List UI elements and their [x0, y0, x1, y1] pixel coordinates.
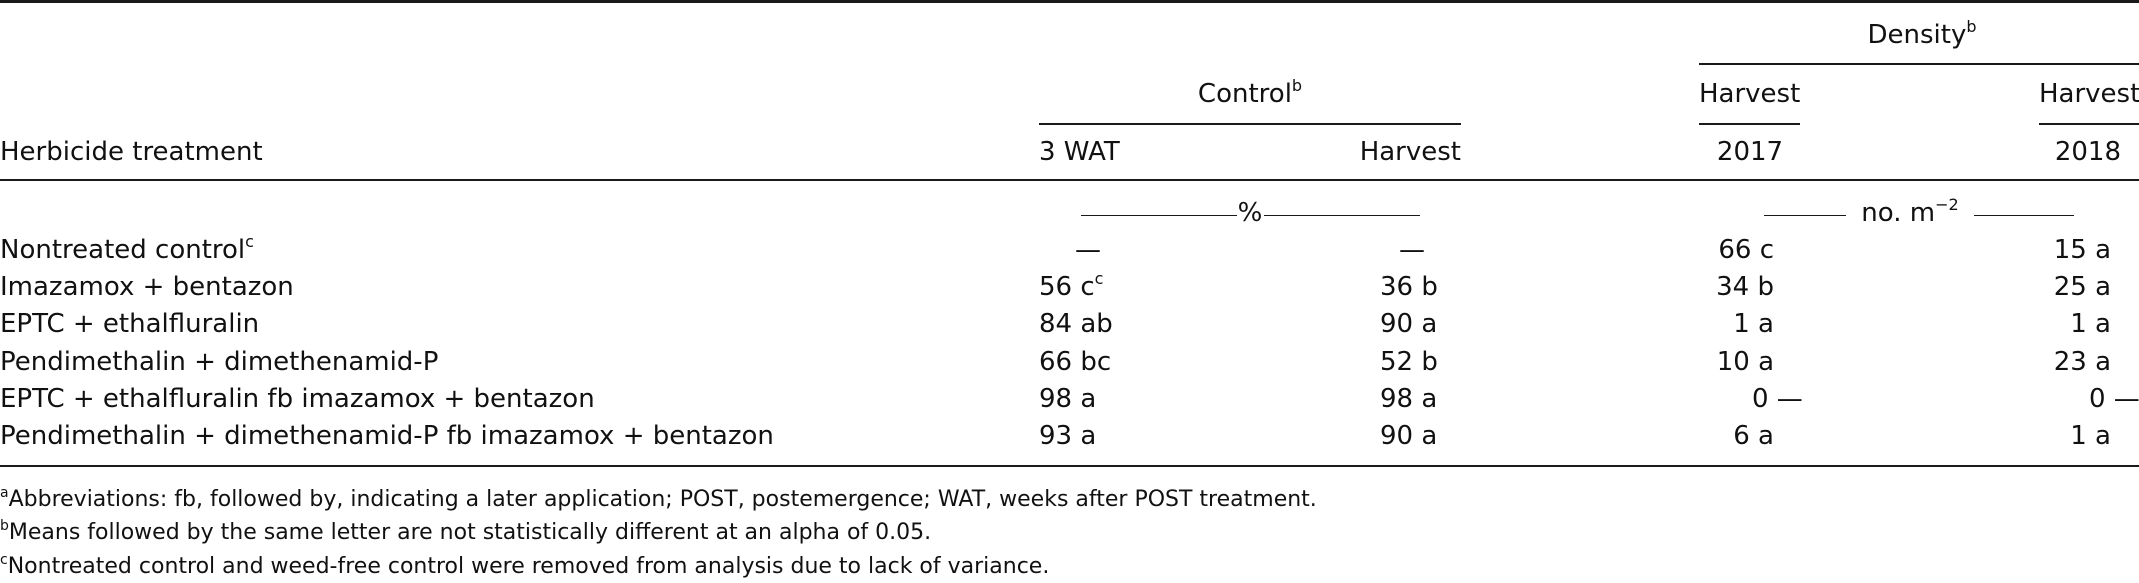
density-unit: no. m−2 [1861, 197, 1958, 228]
footnote: cNontreated control and weed-free contro… [0, 553, 1050, 579]
footnote-text: Nontreated control and weed-free control… [7, 554, 1050, 579]
cell-density-2018: 1 a [2070, 421, 2111, 451]
control-label: Control [1197, 79, 1292, 109]
density-header: Densityb [1867, 19, 1976, 50]
density-label: Density [1867, 20, 1967, 50]
table-bottom-rule [0, 465, 2139, 467]
density-unit-exponent: −2 [1935, 195, 1959, 214]
table-row-treatment: EPTC + ethalfluralin [0, 309, 260, 339]
cell-harvest: 90 a [1380, 421, 1438, 451]
percent-unit: % [1237, 198, 1263, 228]
footnote: bMeans followed by the same letter are n… [0, 519, 932, 545]
header-bottom-rule [0, 179, 2139, 181]
footnote-mark: b [0, 518, 9, 534]
footnote-text: Means followed by the same letter are no… [8, 520, 932, 545]
cell-3wat-value: 56 c [1039, 272, 1095, 302]
cell-harvest: — [1399, 235, 1425, 265]
cell-3wat: 66 bc [1039, 347, 1112, 377]
density-2018-header: 2018 [2054, 137, 2121, 167]
cell-3wat: 56 cc [1039, 271, 1103, 302]
density-unit-rule-left [1764, 215, 1846, 216]
percent-unit-rule-right [1264, 215, 1420, 216]
table-row-treatment: Nontreated controlc [0, 234, 254, 265]
cell-3wat: 93 a [1039, 421, 1097, 451]
cell-3wat: — [1075, 235, 1101, 265]
footnote-mark: c [0, 552, 8, 568]
cell-harvest: 52 b [1380, 347, 1438, 377]
footnote: aAbbreviations: fb, followed by, indicat… [0, 486, 1317, 512]
density-subhead-2018: Harvest [2039, 79, 2139, 109]
cell-harvest: 36 b [1380, 272, 1438, 302]
density-footnote-mark: b [1966, 17, 1977, 36]
cell-density-2018: 1 a [2070, 309, 2111, 339]
control-header: Controlb [1197, 78, 1302, 109]
cell-3wat-footnote-mark: c [1094, 269, 1104, 288]
cell-density-2017: 34 b [1716, 272, 1774, 302]
density-2018-rule [2039, 123, 2139, 125]
cell-density-2017: 66 c [1718, 235, 1774, 265]
cell-3wat: 98 a [1039, 384, 1097, 414]
density-2017-rule [1699, 123, 1800, 125]
table-row-treatment: Imazamox + bentazon [0, 274, 294, 300]
treatment-name: Imazamox + bentazon [0, 272, 294, 302]
density-unit-label: no. m [1861, 198, 1936, 228]
cell-density-2017: 6 a [1733, 421, 1774, 451]
cell-density-2017: 0 — [1752, 384, 1803, 414]
cell-density-2017: 1 a [1733, 309, 1774, 339]
cell-density-2018: 25 a [2053, 272, 2111, 302]
density-spanner-rule [1699, 63, 2139, 65]
control-footnote-mark: b [1291, 76, 1303, 95]
control-spanner-rule [1039, 123, 1461, 125]
cell-density-2018: 23 a [2053, 347, 2111, 377]
cell-density-2017: 10 a [1716, 347, 1774, 377]
treatment-footnote-mark: c [245, 232, 254, 251]
cell-harvest: 98 a [1380, 384, 1438, 414]
footnote-mark: a [0, 485, 9, 501]
cell-density-2018: 15 a [2053, 235, 2111, 265]
table-row-treatment: Pendimethalin + dimethenamid-P fb imazam… [0, 421, 774, 451]
treatment-name: Nontreated control [0, 235, 246, 265]
density-2017-header: 2017 [1716, 137, 1784, 167]
percent-unit-rule-left [1081, 215, 1237, 216]
table-row-treatment: Pendimethalin + dimethenamid-P [0, 347, 439, 377]
cell-3wat: 84 ab [1039, 309, 1113, 339]
control-3wat-header: 3 WAT [1039, 137, 1120, 167]
density-unit-rule-right [1974, 215, 2074, 216]
cell-density-2018: 0 — [2089, 384, 2139, 414]
table-top-rule [0, 0, 2139, 3]
density-subhead-2017: Harvest [1699, 79, 1801, 109]
control-harvest-header: Harvest [1359, 137, 1461, 167]
cell-harvest: 90 a [1380, 309, 1438, 339]
table-row-treatment: EPTC + ethalfluralin fb imazamox + benta… [0, 384, 595, 414]
treatment-column-header: Herbicide treatment [0, 137, 263, 167]
footnote-text: Abbreviations: fb, followed by, indicati… [8, 487, 1317, 512]
